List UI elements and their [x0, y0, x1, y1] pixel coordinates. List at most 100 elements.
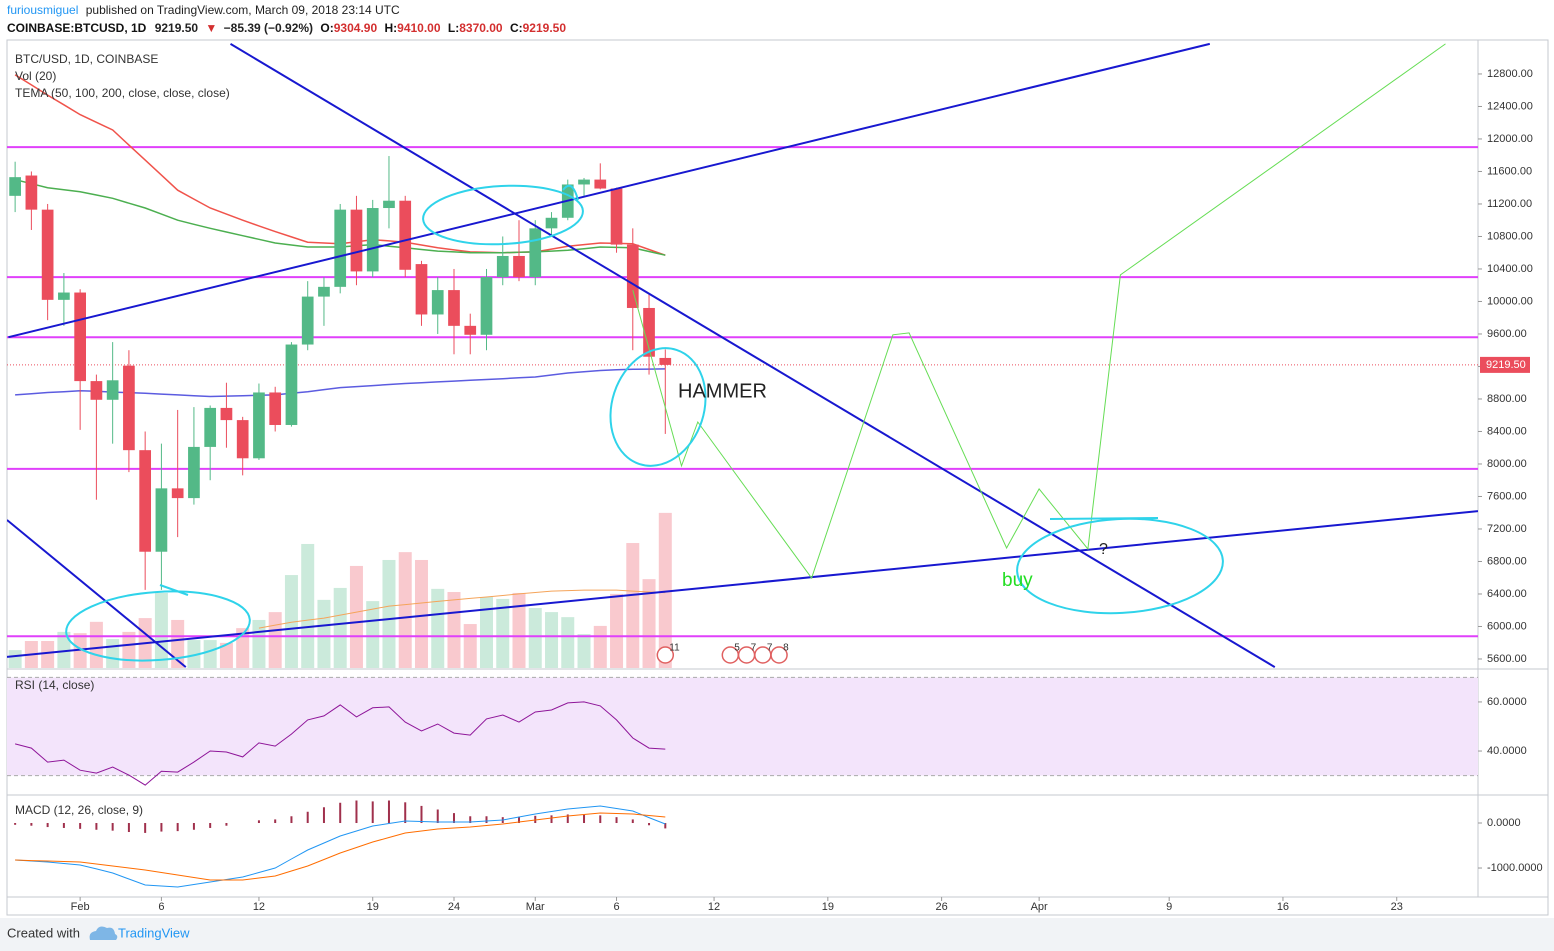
- circle-drawing: [609, 347, 707, 467]
- volume-ma: [258, 589, 666, 629]
- volume-bar: [57, 631, 71, 668]
- candle-body: [366, 208, 379, 272]
- y-tick-label: 6000.00: [1487, 620, 1527, 632]
- last-price-box: [1480, 356, 1530, 373]
- event-label: 7: [767, 643, 773, 654]
- footer-brand[interactable]: TradingView: [118, 925, 190, 940]
- macd-hist-bar: [371, 801, 374, 824]
- macd-hist-bar: [274, 819, 277, 824]
- candle-body: [383, 200, 395, 209]
- y-tick-label: 12400.00: [1487, 100, 1533, 112]
- volume-bar: [593, 625, 607, 668]
- x-tick-label: Apr: [1031, 901, 1048, 913]
- candle-body: [464, 325, 477, 335]
- event-label: 8: [783, 643, 789, 654]
- y-tick-label: 0.0000: [1487, 817, 1521, 829]
- y-tick-label: 8800.00: [1487, 393, 1527, 405]
- candle-body: [9, 177, 21, 196]
- x-tick-label: 23: [1391, 901, 1403, 913]
- macd-hist-bar: [127, 823, 130, 833]
- candle-body: [253, 392, 265, 459]
- candle-body: [285, 344, 298, 425]
- macd-hist-bar: [599, 815, 602, 824]
- y-tick-label: 12800.00: [1487, 68, 1533, 80]
- macd-hist-bar: [387, 800, 390, 824]
- y-tick-label: 6800.00: [1487, 555, 1527, 567]
- candle-body: [58, 292, 70, 300]
- signal-line: [15, 812, 666, 881]
- volume-bar: [366, 601, 380, 668]
- macd-hist-bar: [631, 819, 634, 824]
- event-label: 11: [669, 643, 680, 654]
- rsi-band: [7, 677, 1478, 776]
- candle-body: [643, 307, 655, 357]
- macd-hist-bar: [322, 807, 325, 824]
- macd-hist-bar: [355, 800, 358, 824]
- candle-body: [188, 446, 200, 499]
- event-icon: [656, 646, 675, 664]
- x-tick-label: 9: [1166, 901, 1172, 913]
- candle-body: [659, 357, 672, 365]
- candle-body: [41, 209, 54, 300]
- macd-hist-bar: [306, 811, 309, 824]
- macd-hist-bar: [404, 802, 407, 824]
- author[interactable]: furiousmiguel: [7, 3, 78, 17]
- legend-volume: Vol (20): [15, 69, 56, 83]
- macd-hist-bar: [664, 823, 667, 829]
- y-tick-label: 10400.00: [1487, 263, 1533, 275]
- open-label: O:: [320, 21, 333, 35]
- arrow: ▼: [205, 21, 217, 35]
- y-tick-label: 10800.00: [1487, 230, 1533, 242]
- macd-hist-bar: [615, 817, 618, 824]
- x-tick-label: 19: [367, 901, 379, 913]
- trend-line: [8, 42, 1211, 339]
- candle-body: [496, 255, 509, 278]
- y-tick-label: 10000.00: [1487, 295, 1533, 307]
- macd-hist-bar: [225, 823, 228, 826]
- symbol: COINBASE:BTCUSD, 1D: [7, 21, 147, 35]
- macd-hist-bar: [209, 823, 212, 828]
- annotation: HAMMER: [678, 380, 767, 402]
- low-label: L:: [448, 21, 459, 35]
- macd-hist-bar: [192, 823, 195, 830]
- candle-body: [106, 380, 119, 400]
- footer-text: Created with: [7, 925, 80, 940]
- annotation: ?: [1099, 541, 1108, 558]
- macd-hist-bar: [339, 802, 342, 824]
- volume-bar: [122, 631, 136, 668]
- trend-line: [229, 43, 1276, 668]
- candle-body: [334, 209, 347, 287]
- footer-bar: [0, 918, 1554, 951]
- volume-bar: [219, 642, 233, 668]
- candle-body: [25, 175, 38, 210]
- macd-pane: [14, 800, 667, 888]
- candle-body: [529, 228, 542, 278]
- y-tick-label: 6400.00: [1487, 588, 1527, 600]
- candle-body: [513, 255, 525, 278]
- volume-bar: [561, 617, 575, 668]
- volume-bar: [89, 621, 103, 668]
- x-tick-label: 26: [935, 901, 947, 913]
- x-tick-label: 16: [1277, 901, 1289, 913]
- macd-hist-bar: [566, 814, 569, 824]
- y-tick-label: 5600.00: [1487, 653, 1527, 665]
- volume-bar: [496, 598, 510, 668]
- candle-body: [415, 264, 428, 315]
- frame: [6, 39, 1549, 916]
- macd-hist-bar: [46, 823, 49, 828]
- main-pane: 11 5 7 7 8: [7, 42, 1478, 668]
- rsi-pane: [7, 676, 1478, 786]
- projection-line: [632, 43, 1446, 580]
- x-tick-label: 12: [253, 901, 265, 913]
- volume-bar: [41, 640, 55, 668]
- macd-hist-bar: [14, 823, 17, 825]
- x-tick-label: 6: [158, 901, 164, 913]
- macd-hist-bar: [176, 823, 179, 832]
- candle-body: [594, 179, 607, 189]
- candle-body: [74, 292, 86, 382]
- y-tick-label: 40.0000: [1487, 745, 1527, 757]
- y-tick-label: 12000.00: [1487, 133, 1533, 145]
- change: −85.39 (−0.92%): [224, 21, 313, 35]
- candle-body: [236, 420, 249, 459]
- candle-body: [399, 200, 412, 270]
